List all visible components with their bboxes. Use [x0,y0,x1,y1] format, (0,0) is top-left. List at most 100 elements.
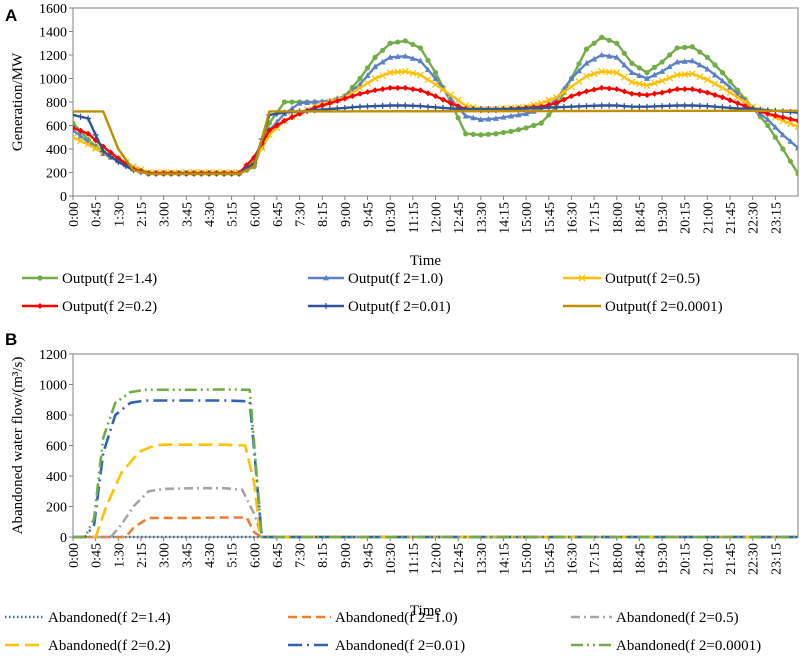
data-point [470,131,476,137]
series-2 [73,486,798,539]
x-tick-label: 4:30 [203,202,218,227]
y-tick-label: 600 [46,440,67,455]
data-point [681,58,688,64]
legend-label: Abandoned(f 2=0.0001) [616,638,761,654]
data-point [440,104,447,111]
data-point [372,103,379,110]
series-line [73,104,798,175]
data-point [651,79,658,87]
data-point [545,96,553,104]
x-tick-label: 23:15 [769,543,784,575]
chart-panel-B: B 0 200 400 600 800 1000 1200 0:00 0:45 1:30 2:15 3:… [5,330,799,654]
legend-label: Abandoned(f 2=1.0) [335,610,458,626]
data-point [667,52,673,58]
data-point [599,34,605,40]
data-point [772,134,778,140]
data-point [289,105,296,111]
x-tick-label: 19:30 [656,202,671,234]
data-point [711,71,718,78]
data-point [719,84,726,92]
data-point [598,51,605,58]
data-point [568,103,575,110]
data-point [394,102,401,109]
data-point [432,70,439,76]
data-point [711,80,719,88]
x-tick-label: 3:00 [158,202,173,227]
data-point [349,104,356,111]
x-tick-label: 12:45 [452,202,467,234]
data-point [674,58,681,65]
legend-label: Abandoned(f 2=0.01) [335,638,465,654]
data-point [643,103,650,110]
data-point [703,76,711,84]
series-line [73,443,798,539]
data-point [515,127,522,133]
data-point [576,61,582,67]
data-point [689,57,696,64]
data-point [500,114,507,120]
data-point [440,96,447,103]
data-point [628,69,635,76]
x-tick-label: 17:15 [588,202,603,234]
data-point [613,86,620,93]
y-tick-label: 1200 [39,348,67,363]
y-tick-label: 1200 [39,49,67,64]
data-point [567,83,575,91]
legend-label: Output(f 2=1.0) [348,271,443,287]
data-point [77,127,84,134]
legend-label: Output(f 2=0.2) [62,299,157,315]
legend-label: Output(f 2=0.5) [605,271,700,287]
legend-marker [578,274,586,282]
data-point [726,89,734,97]
data-point [402,52,409,59]
x-tick-label: 10:30 [384,543,399,575]
data-point [613,69,621,77]
x-tick-label: 21:00 [701,202,716,234]
data-point [621,103,628,110]
data-point [779,131,786,138]
data-point [73,111,76,118]
legend-B: Abandoned(f 2=1.4) Abandoned(f 2=1.0) Aban… [5,610,761,654]
data-point [628,103,635,110]
legend-item: Output(f 2=0.5) [563,271,700,287]
data-point [689,102,696,109]
data-point [704,103,711,110]
data-point [606,37,612,43]
data-point [463,131,469,137]
data-point [356,103,363,110]
data-point [402,38,408,44]
data-point [659,89,666,96]
x-tick-label: 21:45 [724,543,739,575]
data-point [658,77,666,85]
data-point [402,102,409,109]
data-point [727,97,734,104]
series-2 [73,67,798,176]
data-point [364,65,371,71]
data-point [636,65,643,71]
data-point [568,93,575,100]
data-point [424,103,431,110]
y-tick-label: 0 [60,531,67,546]
data-point [636,72,643,78]
data-point [417,57,424,64]
x-tick-label: 8:15 [316,543,331,568]
data-point [598,84,605,91]
data-point [560,88,568,96]
data-point [659,59,665,65]
x-tick-label: 6:00 [248,202,263,227]
data-point [591,55,598,62]
data-point [704,65,711,72]
data-point [704,89,711,96]
y-tick-label: 1400 [39,26,67,41]
x-tick-label: 3:45 [180,543,195,568]
data-point [425,57,431,63]
series-line [73,516,798,539]
legend-item: Abandoned(f 2=0.0001) [571,638,761,654]
data-point [643,75,650,81]
chart-panel-A: A 0 200 400 600 800 1000 1200 1400 1600 0:00 0:45 1:… [5,2,799,315]
legend-item: Abandoned(f 2=0.5) [571,610,739,626]
data-point [727,78,733,85]
data-point [779,114,786,121]
data-point [636,103,643,110]
